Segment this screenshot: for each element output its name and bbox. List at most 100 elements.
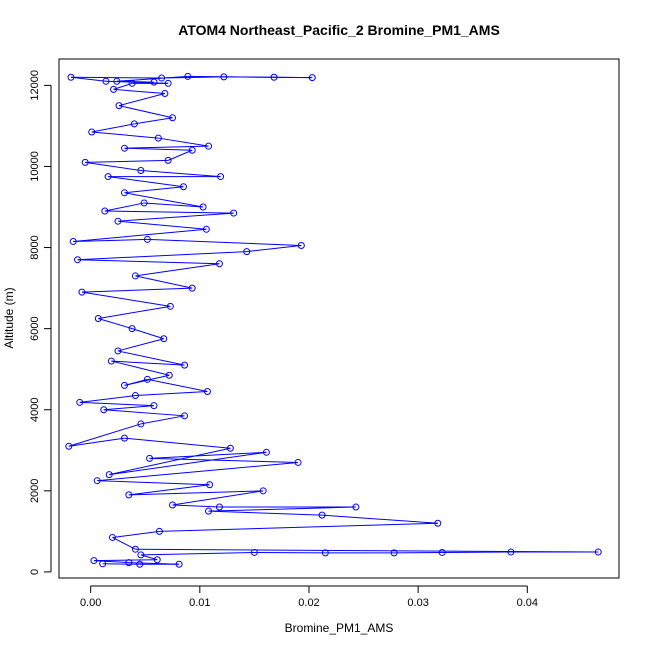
data-point	[128, 325, 136, 333]
series-line-segment	[98, 318, 133, 330]
series-line-segment	[68, 423, 142, 447]
y-tick-label: 0	[29, 569, 41, 575]
data-point	[270, 73, 278, 81]
data-point	[136, 560, 144, 568]
data-point	[165, 371, 173, 379]
data-point	[90, 557, 98, 565]
data-point	[102, 77, 110, 85]
series-line-segment	[105, 80, 169, 84]
data-point	[434, 519, 442, 527]
series-line-segment	[246, 245, 302, 253]
data-point	[120, 434, 128, 442]
data-point	[220, 73, 228, 81]
series-line-segment	[117, 350, 185, 366]
data-point	[104, 173, 112, 181]
data-point	[160, 335, 168, 343]
series-line-segment	[118, 105, 173, 119]
x-axis-label: Bromine_PM1_AMS	[285, 621, 394, 635]
series-line-segment	[97, 480, 210, 486]
series-line-segment	[103, 405, 155, 411]
series-line-segment	[91, 131, 159, 139]
series-line-segment	[116, 80, 154, 83]
data-point	[143, 235, 151, 243]
data-point	[137, 420, 145, 428]
data-point	[179, 183, 187, 191]
data-point	[390, 549, 398, 557]
series-line-segment	[117, 212, 234, 222]
series-line-segment	[187, 75, 313, 79]
data-point	[137, 551, 145, 559]
data-point	[158, 74, 166, 82]
series-line-segment	[111, 360, 185, 366]
data-point	[120, 144, 128, 152]
series-line-segment	[124, 145, 209, 149]
series-line-segment	[124, 374, 170, 386]
series-line-segment	[124, 147, 193, 151]
series-line-segment	[117, 338, 164, 352]
series-line-segment	[81, 291, 171, 307]
data-point	[161, 89, 169, 97]
data-point	[199, 203, 207, 211]
data-point	[78, 288, 86, 296]
series-line-segment	[124, 437, 231, 449]
series-line-segment	[208, 510, 323, 516]
series-line-segment	[73, 238, 148, 242]
data-point	[507, 548, 515, 556]
series-line-segment	[113, 88, 165, 94]
series-line-segment	[147, 238, 302, 247]
series-line-segment	[172, 490, 264, 506]
series-line-segment	[140, 551, 255, 556]
data-point	[226, 444, 234, 452]
data-point	[130, 120, 138, 128]
series-line-segment	[109, 451, 267, 476]
data-point	[438, 548, 446, 556]
data-point	[88, 128, 96, 136]
data-point	[114, 217, 122, 225]
data-point	[164, 156, 172, 164]
data-point	[128, 79, 136, 87]
data-point	[93, 477, 101, 485]
series-line-segment	[112, 537, 136, 550]
data-point	[107, 357, 115, 365]
series-points	[65, 72, 602, 568]
data-point	[206, 481, 214, 489]
data-point	[155, 527, 163, 535]
data-point	[81, 158, 89, 166]
y-tick-label: 6000	[29, 316, 41, 340]
data-point	[146, 454, 154, 462]
data-point	[169, 114, 177, 122]
series-line-segment	[79, 401, 154, 407]
data-point	[188, 284, 196, 292]
series-line-segment	[85, 159, 169, 163]
data-point	[202, 225, 210, 233]
x-tick-label: 0.01	[189, 597, 210, 609]
series-line-segment	[140, 170, 221, 178]
series-line-segment	[135, 548, 599, 553]
data-point	[108, 533, 116, 541]
y-tick-label: 8000	[29, 235, 41, 259]
data-point	[113, 77, 121, 85]
data-point	[352, 503, 360, 511]
data-point	[105, 471, 113, 479]
series-line-segment	[77, 251, 247, 261]
y-tick-label: 12000	[29, 70, 41, 101]
series-line-segment	[98, 305, 171, 319]
series-line-segment	[117, 220, 207, 230]
data-point	[120, 381, 128, 389]
y-tick-label: 10000	[29, 151, 41, 182]
x-tick-label: 0.03	[407, 597, 428, 609]
series-line-segment	[71, 76, 162, 79]
series-line-segment	[128, 490, 264, 496]
series-line-segment	[128, 484, 210, 496]
series-line-segment	[124, 186, 184, 194]
data-point	[99, 560, 107, 568]
data-point	[215, 260, 223, 268]
data-point	[76, 398, 84, 406]
data-point	[154, 134, 162, 142]
y-axis-label: Altitude (m)	[2, 287, 16, 348]
data-point	[175, 560, 183, 568]
series-line-segment	[135, 390, 208, 397]
data-point	[169, 501, 177, 509]
series-line-segment	[140, 415, 185, 425]
series-line-segment	[103, 409, 185, 417]
